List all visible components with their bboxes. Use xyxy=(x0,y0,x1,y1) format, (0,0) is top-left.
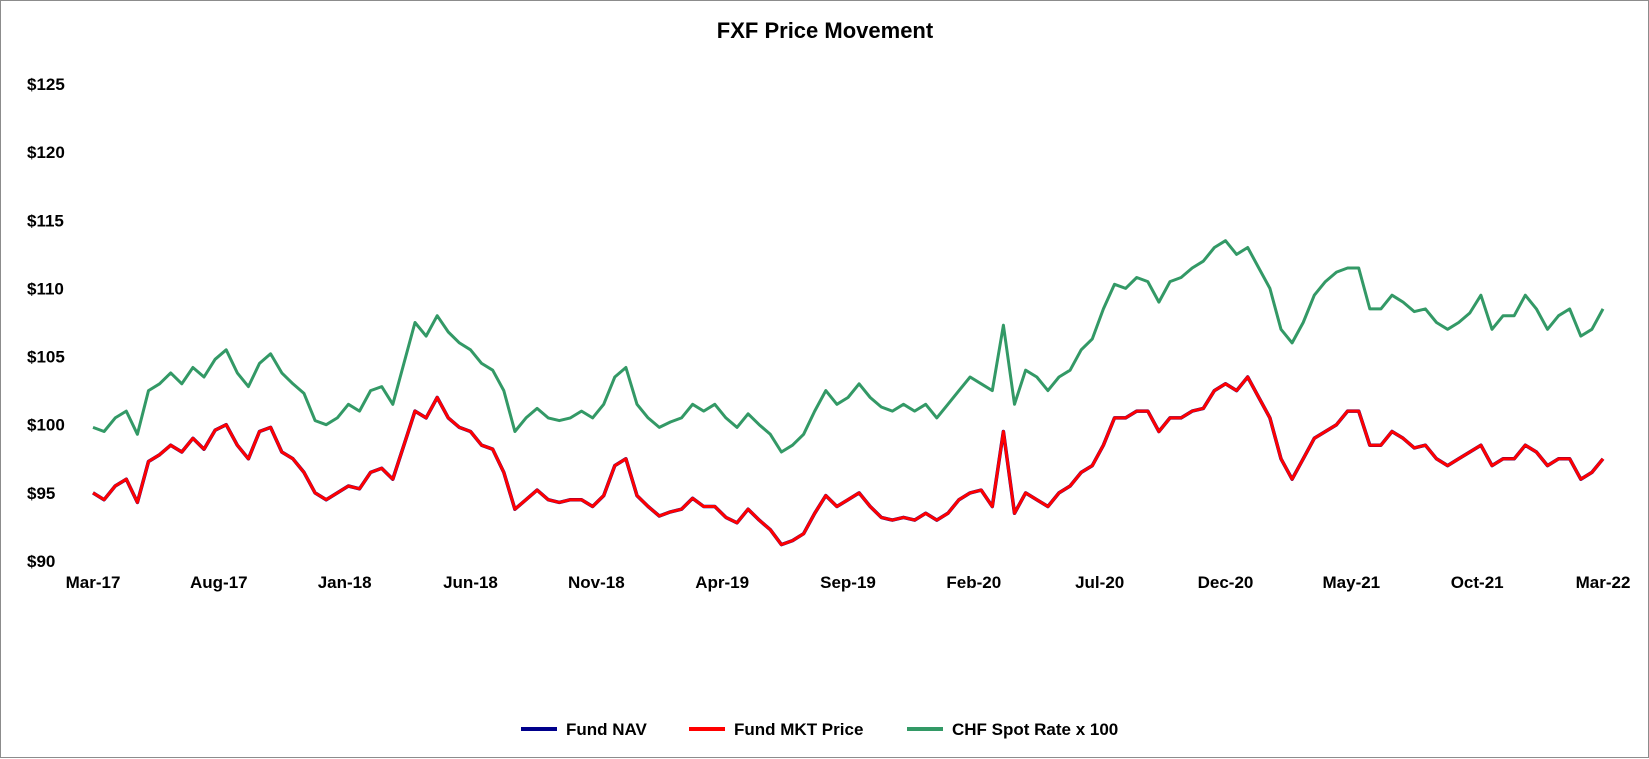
y-tick-label: $120 xyxy=(27,143,65,162)
x-tick-label: Jan-18 xyxy=(318,573,372,592)
x-tick-label: Nov-18 xyxy=(568,573,625,592)
x-axis-ticks: Mar-17 Aug-17 Jan-18 Jun-18 Nov-18 Apr-19 Sep-… xyxy=(66,573,1631,592)
x-tick-label: Aug-17 xyxy=(190,573,248,592)
legend-label: Fund NAV xyxy=(566,720,648,739)
x-tick-label: Jul-20 xyxy=(1075,573,1124,592)
series-line-fund-nav xyxy=(92,375,1605,547)
x-tick-label: Dec-20 xyxy=(1198,573,1254,592)
y-tick-label: $95 xyxy=(27,484,55,503)
y-tick-label: $90 xyxy=(27,552,55,571)
x-tick-label: Jun-18 xyxy=(443,573,498,592)
y-tick-label: $110 xyxy=(27,279,64,298)
x-tick-label: Oct-21 xyxy=(1451,573,1504,592)
x-tick-label: Sep-19 xyxy=(820,573,876,592)
y-tick-label: $105 xyxy=(27,348,65,367)
x-tick-label: Feb-20 xyxy=(946,573,1001,592)
y-tick-label: $115 xyxy=(27,211,64,230)
legend-label: CHF Spot Rate x 100 xyxy=(952,720,1118,739)
legend: Fund NAV Fund MKT Price CHF Spot Rate x 10… xyxy=(521,720,1118,739)
legend-label: Fund MKT Price xyxy=(734,720,863,739)
series-lines xyxy=(92,239,1605,547)
chart-title: FXF Price Movement xyxy=(717,18,934,43)
x-tick-label: Apr-19 xyxy=(695,573,749,592)
series-line-chf-spot-rate-x-100 xyxy=(92,239,1605,454)
x-tick-label: Mar-17 xyxy=(66,573,121,592)
y-tick-label: $125 xyxy=(27,75,65,94)
x-tick-label: Mar-22 xyxy=(1576,573,1631,592)
x-tick-label: May-21 xyxy=(1323,573,1381,592)
y-tick-label: $100 xyxy=(27,416,65,435)
series-line-fund-mkt-price xyxy=(92,375,1605,547)
y-axis-ticks: $125 $120 $115 $110 $105 $100 $95 $90 xyxy=(27,75,65,571)
